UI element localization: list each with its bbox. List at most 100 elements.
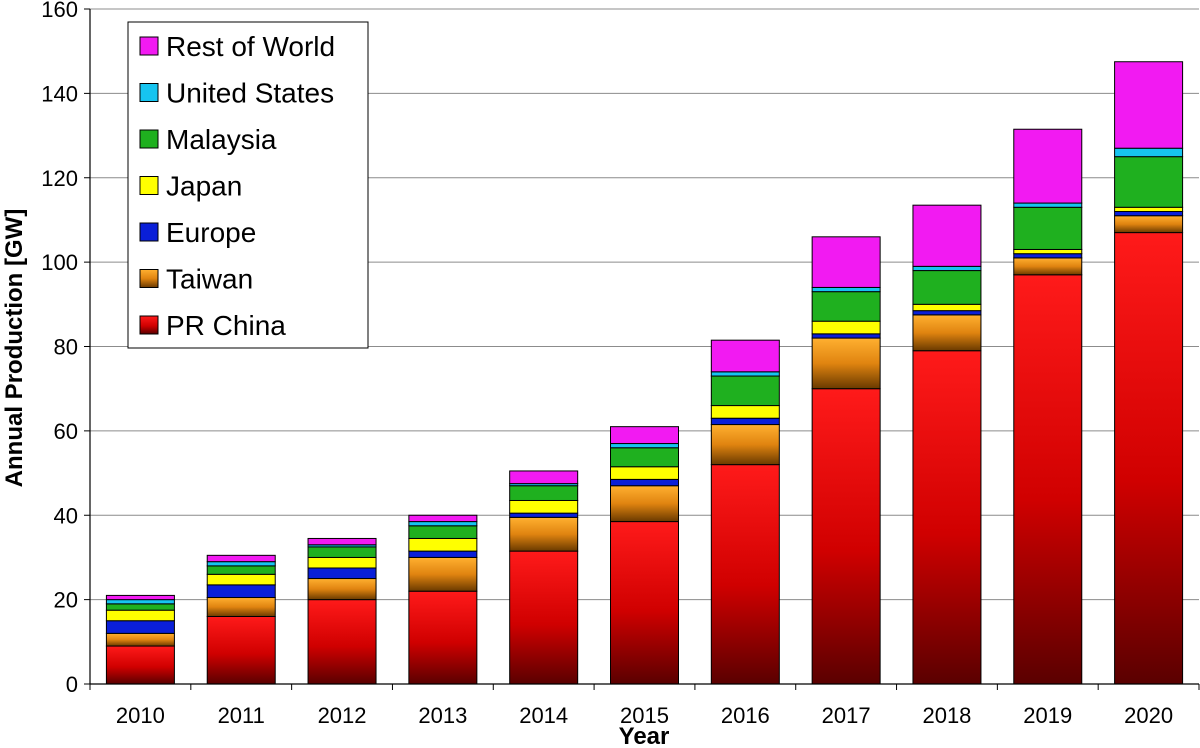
bar-segment-malaysia-2012 [307,546,377,558]
bar-segment-malaysia-2019 [1013,206,1083,250]
bar-segment-taiwan-2012 [307,578,377,601]
bar-segment-japan-2010 [105,609,175,622]
legend-label: Europe [166,217,256,248]
bar-segment-pr-china-2016 [710,464,780,685]
bar-segment-rest-of-world-2016 [710,339,780,373]
bar-segment-malaysia-2016 [710,375,780,407]
x-axis-title: Year [619,723,670,748]
bar-segment-taiwan-2011 [206,597,276,617]
bar-segment-united-states-2010 [105,599,175,605]
bar-segment-japan-2020 [1114,206,1184,212]
bar-segment-rest-of-world-2014 [509,470,579,485]
y-tick-label: 100 [41,250,78,275]
tick-labels: 0 20 40 60 80 100 120 140 160 2010 2011 2012 2013 201… [41,0,1173,728]
bar-segment-europe-2019 [1013,253,1083,259]
legend: Rest of World United States Malaysia Japan E… [127,21,369,349]
bar-segment-rest-of-world-2015 [610,426,679,445]
x-tick-label: 2017 [822,703,871,728]
bar-segment-europe-2013 [408,550,478,558]
bar-segment-japan-2016 [710,405,780,419]
axes [84,8,1200,690]
x-tick-label: 2011 [218,703,265,728]
bar-segment-pr-china-2014 [509,550,579,685]
x-tick-label: 2012 [318,703,367,728]
bar-segment-rest-of-world-2010 [105,594,175,601]
x-tick-label: 2018 [922,703,971,728]
legend-label: United States [166,78,334,109]
legend-swatch-malaysia [139,129,159,149]
legend-swatch-japan [139,176,159,195]
bar-segment-taiwan-2019 [1013,257,1083,276]
y-tick-label: 80 [54,335,78,360]
bar-segment-rest-of-world-2017 [811,236,881,288]
bar-segment-pr-china-2018 [912,350,982,685]
bar-segment-taiwan-2010 [105,632,175,647]
legend-swatch-rest-of-world [139,36,159,56]
bar-segment-europe-2020 [1114,211,1184,217]
y-tick-label: 60 [54,419,78,444]
bar-segment-malaysia-2013 [408,525,478,539]
bar-segment-malaysia-2011 [206,565,276,575]
x-tick-label: 2016 [721,703,770,728]
y-tick-label: 0 [66,672,78,697]
bar-segment-japan-2017 [811,320,881,335]
y-tick-label: 120 [41,166,78,191]
bar-segment-japan-2019 [1013,248,1083,255]
x-tick-label: 2013 [418,703,467,728]
bar-segment-rest-of-world-2012 [307,537,377,546]
bar-segment-europe-2011 [206,584,276,599]
bar-segment-taiwan-2014 [509,516,579,552]
bar-segment-united-states-2020 [1114,147,1184,158]
bar-segment-japan-2012 [307,556,377,569]
bar-segment-pr-china-2012 [307,599,377,685]
y-tick-label: 140 [41,81,78,106]
bar-segment-malaysia-2010 [105,603,175,611]
legend-swatch-taiwan [139,269,159,288]
bar-segment-europe-2010 [105,620,175,634]
legend-label: PR China [166,310,286,341]
bar-segment-europe-2014 [509,512,579,518]
bar-segment-malaysia-2014 [509,485,579,501]
bar-segment-united-states-2011 [206,561,276,567]
bar-segment-japan-2018 [912,303,982,312]
bar-segment-united-states-2018 [912,265,982,272]
bar-segment-europe-2016 [710,417,780,426]
bars [105,61,1184,685]
y-tick-label: 20 [54,588,78,613]
bar-segment-europe-2012 [307,567,377,580]
bar-segment-japan-2011 [206,573,276,586]
y-tick-label: 40 [54,503,78,528]
bar-segment-united-states-2015 [610,443,679,449]
bar-segment-taiwan-2020 [1114,215,1184,234]
x-tick-label: 2020 [1124,703,1173,728]
bar-segment-united-states-2019 [1013,202,1083,208]
bar-segment-malaysia-2020 [1114,156,1184,208]
bar-segment-united-states-2013 [408,521,478,527]
bar-segment-europe-2018 [912,310,982,316]
bar-segment-taiwan-2018 [912,314,982,352]
bar-segment-rest-of-world-2020 [1114,61,1184,149]
bar-segment-pr-china-2015 [610,521,679,685]
legend-swatch-europe [139,222,159,242]
bar-segment-europe-2017 [811,333,881,339]
bar-segment-pr-china-2019 [1013,274,1083,685]
bar-segment-pr-china-2020 [1114,232,1184,685]
bar-segment-united-states-2017 [811,286,881,293]
bar-segment-malaysia-2015 [610,447,679,468]
legend-box [127,21,369,349]
bar-segment-pr-china-2017 [811,388,881,685]
x-tick-label: 2010 [116,703,165,728]
bar-segment-taiwan-2017 [811,337,881,390]
legend-label: Malaysia [166,124,277,155]
bar-segment-malaysia-2018 [912,270,982,305]
legend-label: Taiwan [166,264,253,295]
bar-segment-japan-2014 [509,499,579,514]
bar-segment-rest-of-world-2018 [912,204,982,267]
bar-segment-taiwan-2013 [408,556,478,592]
x-tick-label: 2015 [620,703,669,728]
y-tick-label: 160 [41,0,78,22]
bar-segment-rest-of-world-2013 [408,514,478,523]
bar-segment-pr-china-2011 [206,616,276,685]
bar-segment-europe-2015 [610,478,679,487]
